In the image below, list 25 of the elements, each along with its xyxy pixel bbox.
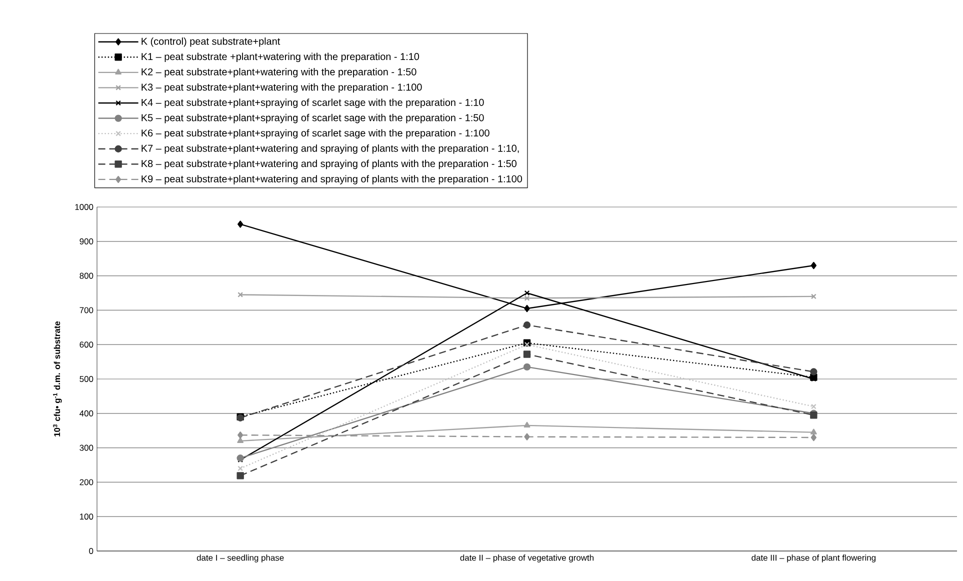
y-tick-label: 0 <box>89 548 94 554</box>
x-tick-label: date I – seedling phase <box>196 554 284 562</box>
y-tick-label: 800 <box>80 272 94 279</box>
legend-label: K6 – peat substrate+plant+spraying of scarlet sage with the preparation - 1:100 <box>142 129 490 138</box>
legend-label: K5 – peat substrate+plant+spraying of scarlet sage with the preparation - 1:50 <box>142 114 484 124</box>
y-tick-label: 500 <box>80 376 94 382</box>
y-tick-label: 200 <box>80 479 94 486</box>
legend-label: K9 – peat substrate+plant+watering and spraying of plants with the preparation - 1:100 <box>142 175 522 184</box>
y-tick-label: 700 <box>80 307 94 314</box>
y-tick-label: 1000 <box>75 204 94 210</box>
y-axis-title: 10$^{3}$ cfu• g$^{-1}$ d.m. of substrate <box>53 321 62 436</box>
legend-label: K8 – peat substrate+plant+watering and spraying of plants with the preparation - 1:50 <box>142 160 516 170</box>
x-tick-label: date III – phase of plant flowering <box>752 554 876 562</box>
y-tick-label: 300 <box>80 444 94 451</box>
y-tick-label: 900 <box>80 238 94 244</box>
legend-label: K2 – peat substrate+plant+watering with the preparation - 1:50 <box>142 68 416 78</box>
legend-label: K (control) peat substrate+plant <box>142 37 280 47</box>
x-tick-label: date II – phase of vegetative growth <box>460 554 594 562</box>
y-tick-label: 600 <box>80 342 94 348</box>
legend-label: K3 – peat substrate+plant+watering with the preparation - 1:100 <box>142 83 422 93</box>
y-tick-label: 100 <box>80 514 94 520</box>
y-tick-label: 400 <box>80 410 94 416</box>
legend-label: K4 – peat substrate+plant+spraying of scarlet sage with the preparation - 1:10 <box>142 98 484 108</box>
legend-label: K1 – peat substrate +plant+watering with the preparation - 1:10 <box>142 52 420 62</box>
legend-label: K7 – peat substrate+plant+watering and spraying of plants with the preparation - 1:10, <box>142 144 519 154</box>
